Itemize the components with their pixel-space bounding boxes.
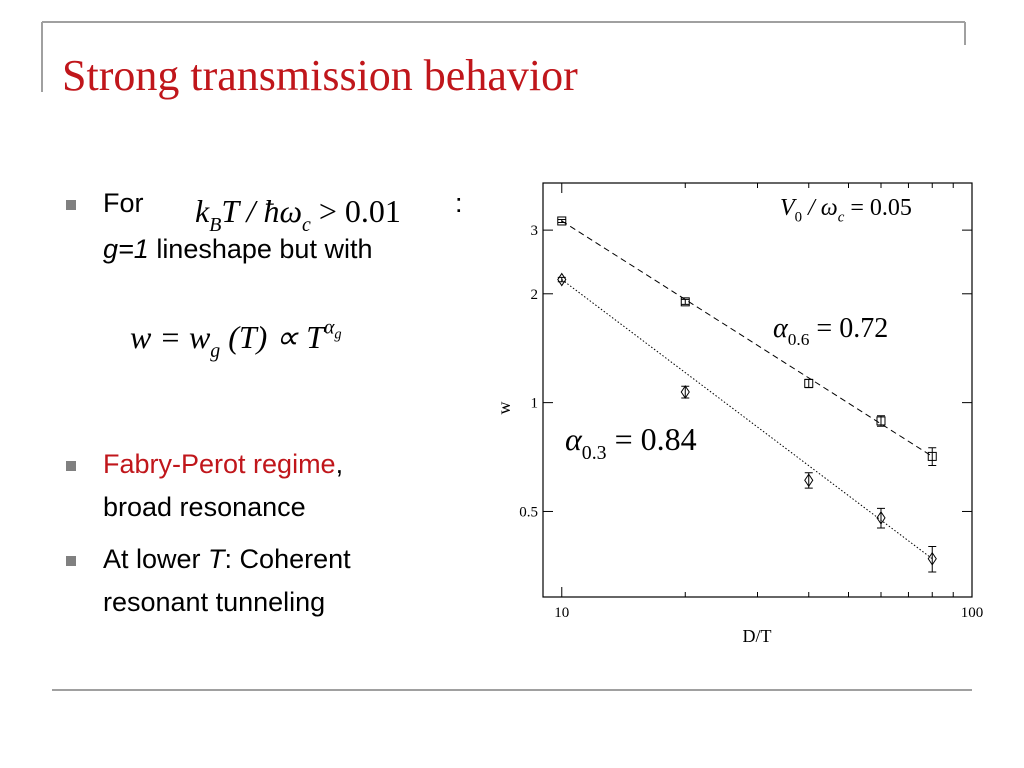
text-run: c [838, 210, 845, 226]
text-run: Fabry-Perot regime [103, 449, 336, 479]
bullet-text: For [103, 188, 144, 218]
annotation: α0.6 = 0.72 [773, 313, 888, 349]
marker-square [557, 216, 567, 226]
bullet-marker [66, 556, 76, 566]
text-run: α [565, 421, 583, 457]
text-run: V [780, 195, 797, 221]
bullet-text: Fabry-Perot regime, [103, 449, 343, 479]
text-run: = 0.84 [607, 421, 697, 457]
bullet-marker [66, 200, 76, 210]
condition-colon: : [455, 188, 463, 218]
text-run: : Coherent [225, 544, 352, 574]
fit-line [561, 279, 933, 560]
text-run: α [324, 317, 335, 339]
text-run: lineshape but with [149, 234, 373, 264]
bullet-marker [66, 461, 76, 471]
text-run: 0 [795, 210, 802, 226]
marker-square [680, 297, 690, 307]
text-run: > 0.01 [311, 193, 401, 229]
bullet-text: resonant tunneling [103, 587, 325, 617]
y-tick-label: 0.5 [519, 504, 538, 520]
text-run: = 0.72 [809, 313, 888, 344]
error-bar [681, 298, 690, 305]
fit-line [561, 220, 933, 457]
bullet-text: At lower T: Coherent [103, 544, 351, 574]
y-axis-label: w [494, 402, 514, 415]
text-run: g [210, 340, 220, 362]
y-tick-label: 1 [531, 396, 539, 412]
marker-square [804, 378, 814, 388]
text-run: For [103, 188, 144, 218]
text-run: α [773, 313, 789, 344]
text-run: c [302, 214, 311, 236]
marker-diamond [876, 510, 886, 525]
marker-diamond [804, 473, 814, 488]
y-tick-label: 3 [531, 223, 539, 239]
text-run: k [195, 193, 210, 229]
text-run: T / ħω [221, 193, 302, 229]
marker-diamond [927, 551, 937, 566]
text-run: broad resonance [103, 492, 306, 522]
bullet-text: broad resonance [103, 492, 306, 522]
text-run: 0.3 [582, 442, 607, 464]
text-run: g=1 [103, 234, 149, 264]
text-run: , [336, 449, 344, 479]
text-run: = 0.05 [844, 195, 912, 221]
text-run: At lower [103, 544, 208, 574]
error-bar [557, 218, 566, 223]
bullet-text: g=1 lineshape but with [103, 234, 372, 264]
error-bar [804, 378, 813, 389]
text-run: 0.6 [788, 330, 810, 349]
plot-frame [542, 182, 973, 598]
text-run: / ω [802, 195, 838, 221]
text-run: g [334, 326, 341, 342]
annotation: α0.3 = 0.84 [565, 421, 697, 464]
error-bar [928, 447, 937, 467]
y-tick-label: 2 [531, 287, 539, 303]
text-run: T [208, 544, 227, 574]
annotation: V0 / ωc = 0.05 [780, 195, 912, 226]
error-bar [681, 385, 690, 399]
x-tick-label: 10 [554, 605, 569, 621]
marker-square [876, 416, 886, 426]
slide-title: Strong transmission behavior [62, 51, 578, 100]
text-run: resonant tunneling [103, 587, 325, 617]
x-axis-label: D/T [743, 626, 772, 646]
text-run: B [209, 214, 221, 236]
x-tick-label: 100 [961, 605, 984, 621]
error-bar [928, 546, 937, 573]
condition-formula: kBT / ħωc > 0.01 [195, 193, 401, 236]
marker-diamond [557, 272, 567, 287]
text-run: (T) ∝ T [220, 319, 326, 355]
marker-square [927, 451, 937, 461]
marker-diamond [680, 385, 690, 399]
w-formula: w = wg (T) ∝ Tαg [130, 317, 342, 362]
text-run: w = w [130, 319, 211, 355]
